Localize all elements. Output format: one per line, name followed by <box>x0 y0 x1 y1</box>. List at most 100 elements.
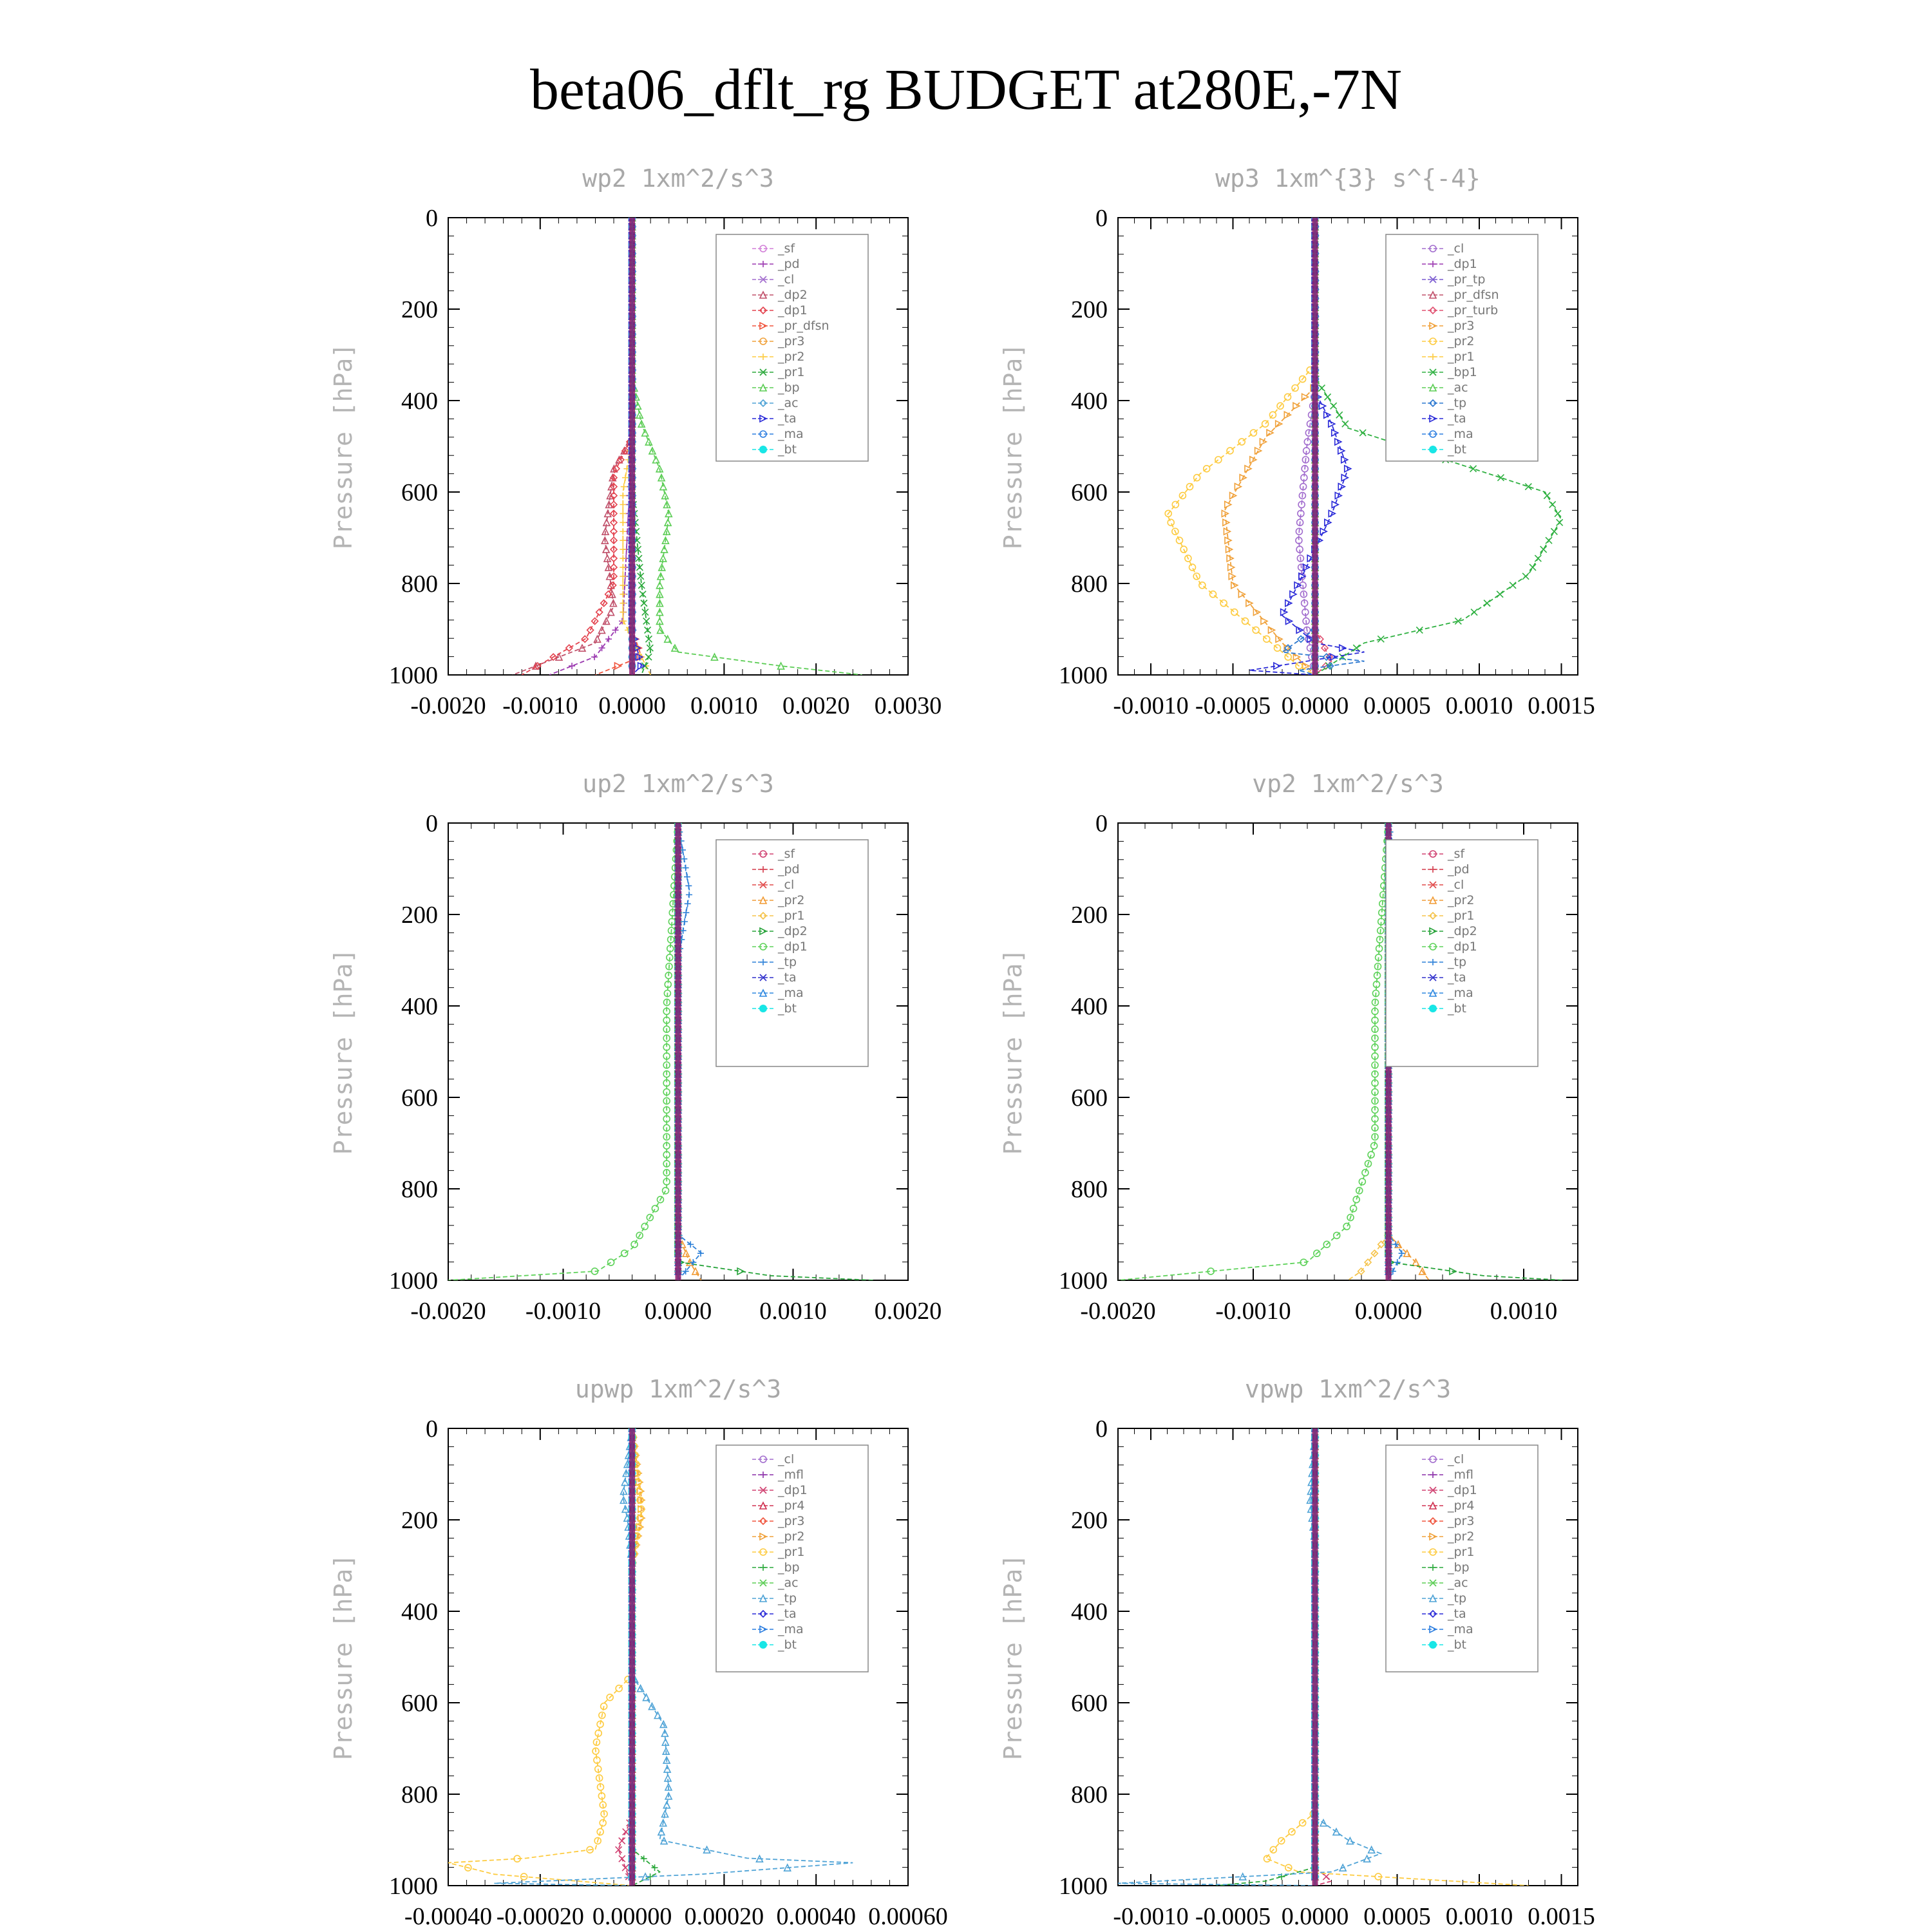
series-point <box>600 1702 608 1710</box>
series-point <box>1234 482 1243 491</box>
series-point <box>1198 581 1206 589</box>
legend-entry: _sf <box>1447 847 1465 861</box>
legend-entry: _dp2 <box>777 288 808 302</box>
plot-area <box>448 823 874 1280</box>
legend-entry: _ma <box>777 427 804 441</box>
y-tick-label: 1000 <box>1059 1873 1108 1900</box>
series-point <box>737 1267 745 1276</box>
legend-marker <box>1429 881 1437 889</box>
series-point <box>1331 500 1340 509</box>
series-point <box>1293 402 1301 410</box>
series-point <box>620 1249 629 1258</box>
panel-title: vp2 1xm^2/s^3 <box>1252 770 1443 798</box>
series-point <box>1371 1115 1379 1123</box>
series-point <box>1283 410 1293 419</box>
legend-marker <box>1429 927 1437 936</box>
series-point <box>663 1142 670 1150</box>
series-point <box>663 634 672 643</box>
series-point <box>651 1204 659 1213</box>
chart-panel-1: wp3 1xm^{3} s^{-4} Pressure [hPa] 0 200 400 6… <box>999 164 1595 719</box>
series-point <box>620 546 627 553</box>
series-point <box>636 1522 645 1531</box>
series-point <box>1202 465 1211 473</box>
series-line <box>1166 218 1316 675</box>
series-point <box>620 618 627 625</box>
legend-entry: _pr_tp <box>1447 272 1485 287</box>
legend-marker <box>759 927 768 936</box>
series-point <box>682 864 689 871</box>
y-tick-label: 0 <box>426 205 438 232</box>
legend-marker <box>760 959 766 965</box>
legend-marker <box>1428 306 1437 315</box>
legend-entry: _sf <box>777 242 795 256</box>
series-point <box>607 1258 615 1266</box>
series-point <box>755 1854 764 1863</box>
legend-marker <box>1429 276 1437 283</box>
series-point <box>1215 456 1222 464</box>
series-point <box>661 1738 670 1747</box>
series-point <box>1529 564 1537 571</box>
series-point <box>604 590 612 598</box>
series-point <box>602 518 611 527</box>
series-point <box>1293 652 1302 661</box>
series-point <box>1394 1259 1401 1266</box>
x-tick-label: -0.0020 <box>410 1298 486 1325</box>
y-tick-label: 0 <box>426 810 438 837</box>
series-point <box>1377 635 1385 643</box>
series-point <box>646 644 654 652</box>
legend-entry: _pr1 <box>1447 350 1474 364</box>
series-line <box>1249 218 1365 675</box>
series-line <box>622 218 652 675</box>
series-point <box>1300 1258 1308 1266</box>
series-point <box>640 1855 647 1862</box>
x-tick-label: -0.0010 <box>526 1298 601 1325</box>
legend-marker <box>1429 245 1437 252</box>
series-point <box>1332 1827 1341 1836</box>
series-point <box>1229 491 1238 500</box>
series-point <box>1284 653 1292 661</box>
legend-entry: _tp <box>777 955 797 969</box>
legend-marker <box>759 850 767 858</box>
chart-panel-3: vp2 1xm^2/s^3 Pressure [hPa] 0 200 400 600 800… <box>999 770 1578 1325</box>
series-point <box>1318 402 1327 410</box>
legend-entry: _sf <box>777 847 795 861</box>
series-point <box>777 661 785 670</box>
legend-marker <box>759 1594 768 1602</box>
series-point <box>1221 509 1230 518</box>
series-point <box>622 474 629 481</box>
y-tick-label: 0 <box>426 1416 438 1443</box>
legend-entry: _ma <box>777 1622 804 1636</box>
series-point <box>1556 518 1564 526</box>
series-line <box>631 218 652 675</box>
legend-marker <box>759 1486 767 1494</box>
series-point <box>1266 428 1274 437</box>
series-point <box>598 1711 606 1719</box>
series-point <box>663 1052 670 1060</box>
legend-entry: _bp <box>777 381 800 395</box>
series-point <box>1300 599 1309 607</box>
x-tick-label: 0.0010 <box>690 692 758 719</box>
legend-entry: _ma <box>777 986 804 1000</box>
legend-entry: _pr1 <box>1447 909 1474 923</box>
series-point <box>1371 1124 1379 1132</box>
series-point <box>1254 446 1263 455</box>
series-point <box>621 1468 630 1477</box>
legend-entry: _pd <box>1447 862 1470 876</box>
series-point <box>1374 962 1382 971</box>
series-point <box>640 600 648 607</box>
series-point <box>1241 617 1249 625</box>
series-point <box>670 643 679 652</box>
panel-title: wp3 1xm^{3} s^{-4} <box>1215 164 1481 193</box>
series-point <box>600 599 608 607</box>
legend-entry: _bt <box>777 1638 797 1652</box>
legend-entry: _pr3 <box>777 334 804 348</box>
series-point <box>620 573 627 580</box>
series-point <box>1322 1873 1330 1880</box>
x-tick-label: 0.0010 <box>1490 1298 1558 1325</box>
y-tick-label: 200 <box>401 296 438 323</box>
series-point <box>1371 1088 1379 1096</box>
series-point <box>618 1855 626 1862</box>
x-tick-label: 0.00020 <box>685 1903 764 1930</box>
series-point <box>1294 581 1302 590</box>
